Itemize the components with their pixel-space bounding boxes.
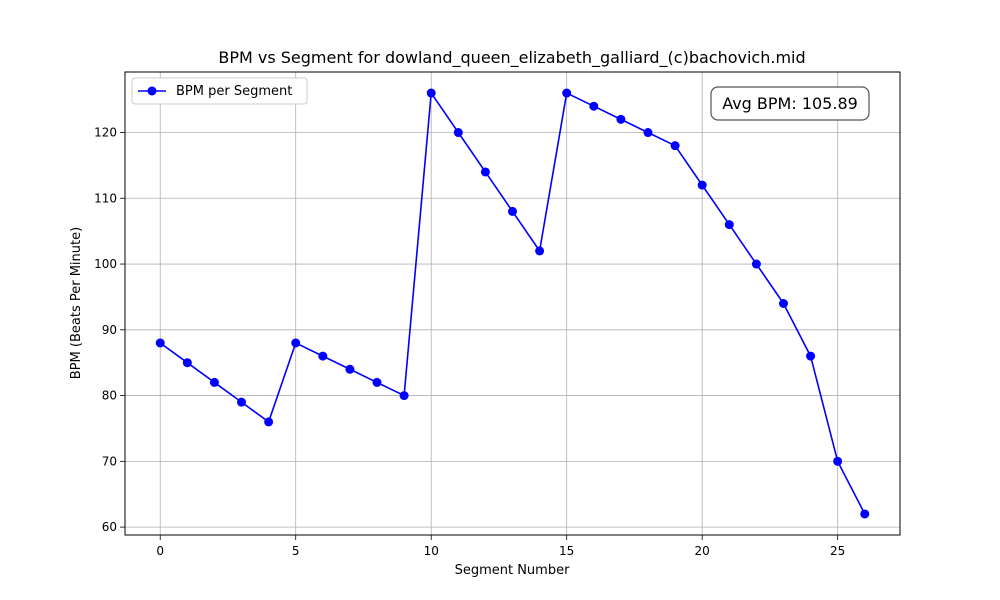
data-point <box>860 509 870 519</box>
y-axis-label: BPM (Beats Per Minute) <box>69 227 84 379</box>
legend-box <box>131 77 308 105</box>
data-point <box>426 88 436 98</box>
y-tick-label: 80 <box>102 389 117 403</box>
x-tick-label: 20 <box>695 544 710 558</box>
y-tick-label: 100 <box>94 257 117 271</box>
data-point <box>643 128 653 138</box>
grid <box>125 72 900 535</box>
y-tick-label: 90 <box>102 323 117 337</box>
data-point <box>264 417 274 427</box>
legend-marker-swatch <box>147 86 157 96</box>
data-point <box>751 259 761 269</box>
series-layer <box>155 88 870 519</box>
y-tick-label: 120 <box>94 126 117 140</box>
data-point <box>209 377 219 387</box>
x-tick-label: 0 <box>156 544 164 558</box>
data-point <box>778 299 788 308</box>
y-tick-label: 70 <box>102 454 117 468</box>
data-point <box>182 358 192 368</box>
annotation-box <box>710 86 870 121</box>
data-point <box>155 338 165 348</box>
y-tick-label: 110 <box>94 191 117 205</box>
data-point <box>237 397 247 407</box>
data-point <box>616 114 626 124</box>
x-tick-label: 15 <box>559 544 574 558</box>
data-point <box>318 351 328 361</box>
data-point <box>453 128 463 138</box>
annotation-text: Avg BPM: 105.89 <box>722 94 858 113</box>
data-point <box>345 364 355 374</box>
data-point <box>806 351 816 361</box>
data-point <box>724 220 734 230</box>
data-point <box>562 88 572 98</box>
chart-title: BPM vs Segment for dowland_queen_elizabe… <box>218 48 805 68</box>
avg-bpm-annotation: Avg BPM: 105.89 <box>710 86 870 121</box>
axis-ticks: 0 5 10 15 20 25 60 70 80 90 100 110 120 <box>94 126 845 558</box>
data-point <box>589 101 599 111</box>
x-tick-label: 10 <box>424 544 439 558</box>
data-point <box>535 246 545 256</box>
x-tick-label: 5 <box>292 544 300 558</box>
data-point <box>697 180 707 190</box>
x-axis-label: Segment Number <box>455 563 571 578</box>
plot-area-frame <box>124 71 901 536</box>
data-point <box>833 456 843 466</box>
data-point <box>291 338 301 348</box>
legend: BPM per Segment <box>131 77 308 105</box>
data-point <box>399 391 409 401</box>
legend-entry-label: BPM per Segment <box>176 84 292 99</box>
data-point <box>508 206 517 216</box>
data-point <box>670 141 680 151</box>
data-point <box>372 377 382 387</box>
series-line <box>159 92 866 515</box>
y-tick-label: 60 <box>102 520 117 534</box>
data-point <box>480 167 490 177</box>
x-tick-label: 25 <box>830 544 845 558</box>
